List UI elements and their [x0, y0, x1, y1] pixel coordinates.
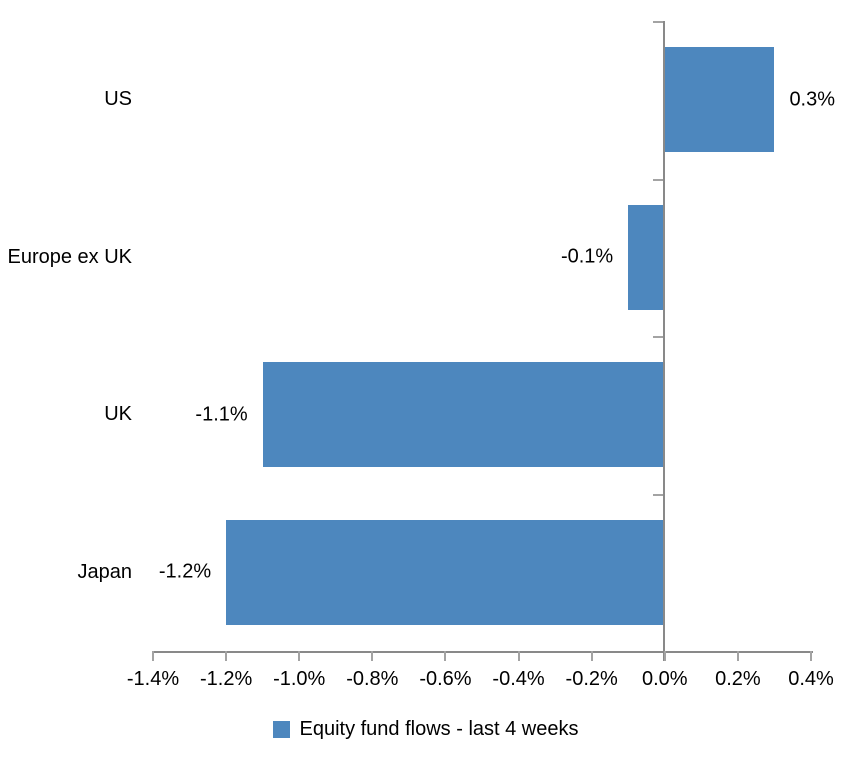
value-axis-tick-label: -0.4% [492, 668, 545, 690]
bar-value-label: 0.3% [789, 88, 836, 111]
value-axis-tick-label: -1.2% [199, 668, 253, 690]
value-axis-tick [371, 651, 374, 661]
value-axis-tick-label: -1.0% [273, 668, 326, 690]
value-axis-line [153, 651, 813, 653]
bar-japan [226, 519, 665, 625]
category-axis-tick [652, 21, 663, 23]
bar-us [664, 47, 775, 153]
value-axis-tick [152, 651, 154, 661]
value-axis-tick-label: 0.0% [641, 668, 688, 690]
value-axis-tick-label: -1.4% [126, 668, 180, 690]
value-axis-tick [663, 651, 666, 661]
value-axis-tick-label: -0.8% [346, 668, 399, 690]
bar-europe-ex-uk [628, 204, 665, 310]
value-axis-tick-label: 0.2% [715, 668, 761, 690]
bar-value-label: -1.1% [195, 403, 248, 426]
value-axis-tick-label: -0.2% [565, 668, 618, 690]
value-axis-tick [517, 651, 520, 661]
value-axis-tick-label: 0.4% [788, 668, 834, 690]
value-axis-tick [590, 651, 593, 661]
category-axis-line [662, 21, 665, 661]
legend: Equity fund flows - last 4 weeks [0, 718, 852, 741]
value-axis-tick-label: -0.6% [419, 668, 472, 690]
bar-value-label: -0.1% [560, 245, 614, 268]
category-axis-tick [652, 493, 663, 496]
bar-value-label: -1.2% [158, 560, 212, 583]
value-axis-tick [225, 651, 228, 661]
value-axis-tick [444, 651, 447, 661]
category-label: Japan [77, 560, 133, 583]
value-axis-tick [736, 651, 739, 661]
legend-label: Equity fund flows - last 4 weeks [299, 718, 579, 740]
legend-marker-icon [273, 721, 291, 738]
value-axis-tick [810, 651, 812, 661]
category-label: UK [104, 403, 132, 426]
category-label: US [104, 88, 132, 111]
category-label: Europe ex UK [7, 245, 132, 268]
bar-uk [262, 362, 665, 468]
value-axis-tick [298, 651, 301, 661]
category-axis-tick [652, 336, 663, 338]
category-axis-tick [652, 178, 663, 181]
